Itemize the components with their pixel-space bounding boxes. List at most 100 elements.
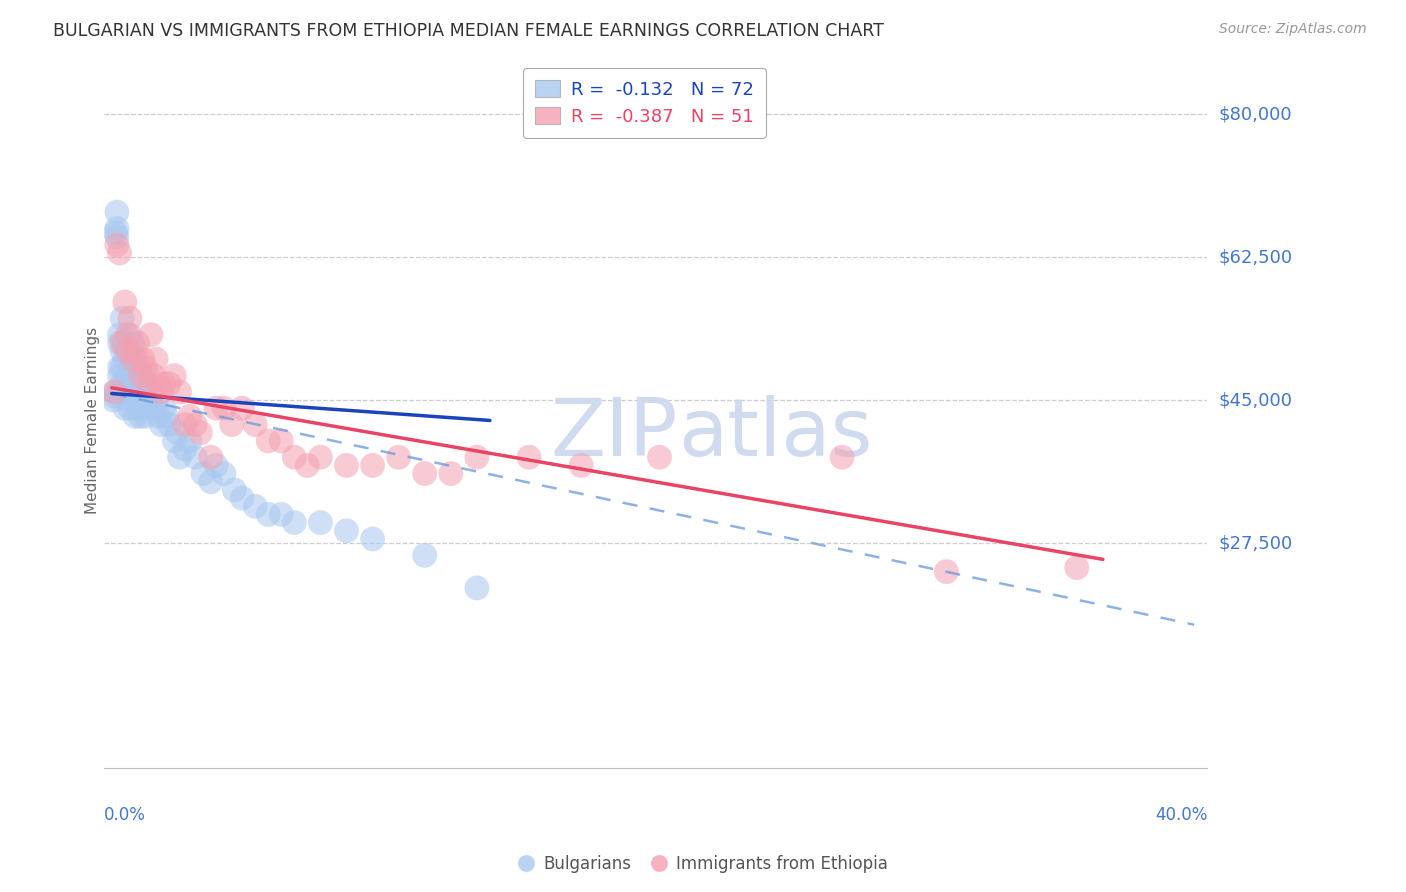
Point [163,368,186,383]
Point [124,352,146,367]
Point [169,384,191,399]
Point [139,327,162,342]
Point [114,384,136,399]
Point [221,417,243,432]
Point [124,409,146,424]
Point [179,409,201,424]
Point [136,392,159,407]
Point [127,401,149,416]
Text: $62,500: $62,500 [1219,248,1292,266]
Legend: Bulgarians, Immigrants from Ethiopia: Bulgarians, Immigrants from Ethiopia [512,848,894,880]
Text: $45,000: $45,000 [1219,391,1292,409]
Point [117,376,139,391]
Point [200,475,222,489]
Point [465,581,488,595]
Point [200,450,222,465]
Point [309,516,332,530]
Point [413,549,436,563]
Point [142,401,165,416]
Point [111,360,134,375]
Point [157,376,180,391]
Point [124,376,146,391]
Point [127,360,149,375]
Point [121,360,143,375]
Point [935,565,957,579]
Point [129,368,152,383]
Point [118,401,141,416]
Point [103,389,125,403]
Point [145,352,167,367]
Point [440,467,463,481]
Point [245,417,267,432]
Point [184,417,207,432]
Point [191,467,214,481]
Text: ZIP: ZIP [550,395,678,474]
Point [270,508,292,522]
Text: $27,500: $27,500 [1219,534,1292,552]
Point [108,368,131,383]
Point [388,450,411,465]
Point [163,434,186,448]
Point [153,401,176,416]
Point [231,491,253,505]
Point [190,425,212,440]
Point [104,384,127,399]
Point [108,335,131,350]
Point [121,352,143,367]
Point [257,508,280,522]
Point [361,532,384,546]
Point [153,376,176,391]
Point [132,392,155,407]
Point [118,311,141,326]
Point [103,392,125,407]
Point [309,450,332,465]
Point [103,384,125,399]
Point [257,434,280,448]
Point [118,368,141,383]
Point [114,376,136,391]
Point [111,376,134,391]
Legend: R =  -0.132   N = 72, R =  -0.387   N = 51: R = -0.132 N = 72, R = -0.387 N = 51 [523,69,766,137]
Point [205,458,228,473]
Point [831,450,853,465]
Point [105,205,128,219]
Point [145,392,167,407]
Point [105,237,128,252]
Text: atlas: atlas [678,395,872,474]
Point [148,409,170,424]
Point [118,344,141,359]
Point [157,417,180,432]
Point [173,442,195,456]
Point [121,384,143,399]
Text: Source: ZipAtlas.com: Source: ZipAtlas.com [1219,22,1367,37]
Point [413,467,436,481]
Point [136,376,159,391]
Point [231,401,253,416]
Point [117,344,139,359]
Point [114,401,136,416]
Point [135,409,157,424]
Point [117,327,139,342]
Point [114,352,136,367]
Point [1066,560,1088,574]
Point [569,458,592,473]
Point [108,327,131,342]
Point [111,344,134,359]
Point [132,368,155,383]
Point [361,458,384,473]
Point [118,327,141,342]
Point [517,450,540,465]
Point [135,360,157,375]
Point [270,434,292,448]
Point [648,450,671,465]
Point [127,376,149,391]
Point [108,246,131,260]
Point [205,401,228,416]
Point [139,384,162,399]
Point [465,450,488,465]
Point [129,368,152,383]
Point [245,500,267,514]
Point [108,360,131,375]
Point [124,344,146,359]
Point [121,335,143,350]
